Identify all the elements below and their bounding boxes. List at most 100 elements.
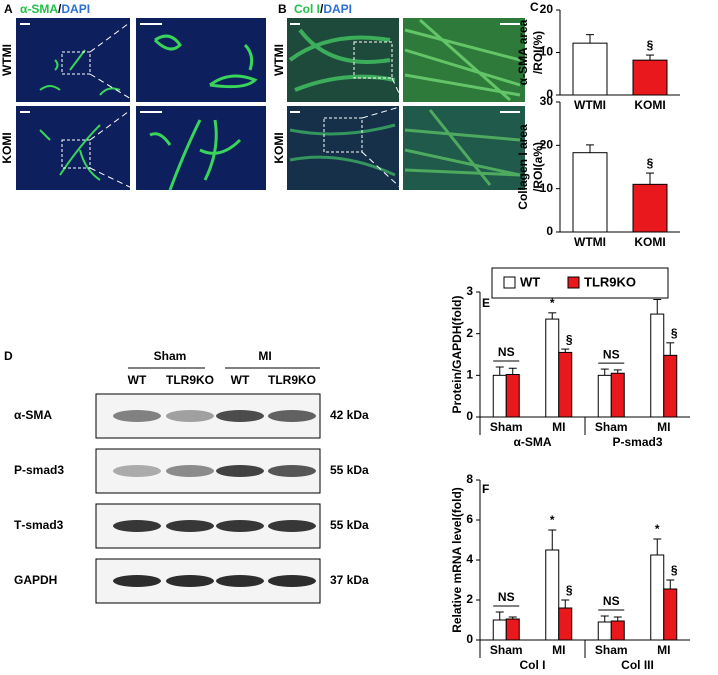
y-tick-label: 8 bbox=[466, 472, 473, 486]
legend-swatch bbox=[567, 276, 580, 289]
y-tick-label: 20 bbox=[540, 138, 554, 152]
annotation: § bbox=[566, 583, 573, 597]
bar bbox=[545, 318, 560, 418]
x-tick-label: MI bbox=[657, 420, 670, 434]
y-tick-label: 30 bbox=[540, 94, 554, 108]
legend-label: TLR9KO bbox=[584, 274, 636, 289]
group-label: Col III bbox=[621, 658, 654, 672]
y-tick-label: 1 bbox=[466, 368, 473, 382]
y-tick-label: 0 bbox=[546, 87, 553, 101]
group-label: Sham bbox=[154, 349, 187, 363]
x-tick-label: MI bbox=[552, 643, 565, 657]
annotation: § bbox=[566, 332, 573, 346]
row-label: KOMI bbox=[0, 132, 14, 163]
blot-label: α-SMA bbox=[14, 408, 52, 422]
panel-title: α-SMA/DAPI bbox=[20, 2, 90, 16]
blot-size: 37 kDa bbox=[330, 573, 369, 587]
lane-label: WT bbox=[231, 373, 250, 387]
blot-band bbox=[216, 410, 264, 422]
bar bbox=[492, 619, 507, 641]
bar bbox=[558, 351, 573, 418]
bar bbox=[632, 59, 668, 96]
x-tick-label: MI bbox=[552, 420, 565, 434]
blot-size: 42 kDa bbox=[330, 408, 369, 422]
blot-band bbox=[268, 410, 316, 422]
x-tick-label: Sham bbox=[595, 643, 628, 657]
blot-label: Т-smad3 bbox=[14, 518, 64, 532]
annotation: § bbox=[671, 326, 678, 340]
bar bbox=[650, 554, 665, 641]
y-axis-label: α-SMA area bbox=[516, 19, 530, 85]
bar bbox=[572, 42, 608, 96]
x-tick-label: Sham bbox=[595, 420, 628, 434]
blot-label: P-smad3 bbox=[14, 463, 64, 477]
bar bbox=[632, 183, 668, 233]
bar bbox=[663, 588, 678, 641]
lane-label: WT bbox=[128, 373, 147, 387]
bar bbox=[558, 607, 573, 641]
bar bbox=[597, 621, 612, 641]
y-tick-label: 0 bbox=[466, 409, 473, 423]
group-label: α-SMA bbox=[513, 435, 551, 449]
blot-band bbox=[113, 575, 161, 587]
x-tick-label: KOMI bbox=[634, 98, 665, 112]
y-axis-label: Protein/GAPDH(fold) bbox=[450, 296, 464, 414]
panel-label: E bbox=[482, 296, 490, 310]
x-tick-label: Sham bbox=[490, 643, 523, 657]
blot-size: 55 kDa bbox=[330, 463, 369, 477]
blot-band bbox=[166, 575, 214, 587]
blot-band bbox=[268, 520, 316, 532]
annotation: * bbox=[655, 522, 660, 536]
blot-band bbox=[268, 465, 316, 477]
blot-band bbox=[216, 465, 264, 477]
lane-label: TLR9KO bbox=[268, 373, 316, 387]
bar bbox=[610, 372, 625, 418]
lane-label: TLR9KO bbox=[166, 373, 214, 387]
blot-band bbox=[113, 410, 161, 422]
row-label: WTMI bbox=[0, 44, 14, 76]
panel-label: B bbox=[278, 2, 287, 16]
blot-band bbox=[216, 575, 264, 587]
blot-band bbox=[166, 465, 214, 477]
bar bbox=[610, 620, 625, 641]
annotation: § bbox=[647, 38, 654, 52]
x-tick-label: WTMI bbox=[574, 235, 606, 249]
bar bbox=[572, 152, 608, 233]
y-tick-label: 2 bbox=[466, 592, 473, 606]
y-tick-label: 4 bbox=[466, 552, 473, 566]
annotation: NS bbox=[498, 590, 515, 604]
blot-band bbox=[166, 520, 214, 532]
legend-label: WT bbox=[520, 274, 540, 289]
blot-band bbox=[113, 465, 161, 477]
row-label: WTMI bbox=[272, 44, 286, 76]
y-tick-label: 3 bbox=[466, 284, 473, 298]
blot-band bbox=[113, 520, 161, 532]
bar bbox=[505, 374, 520, 418]
legend-swatch bbox=[503, 276, 516, 289]
y-tick-label: 10 bbox=[540, 181, 554, 195]
group-label: Col I bbox=[520, 658, 546, 672]
bar bbox=[505, 618, 520, 641]
panel-label: D bbox=[4, 349, 13, 363]
annotation: * bbox=[550, 513, 555, 527]
annotation: NS bbox=[603, 594, 620, 608]
micrographs bbox=[16, 17, 266, 191]
panel-label: F bbox=[482, 482, 489, 496]
panel-label: C bbox=[530, 0, 539, 14]
panel-title: Col I/DAPI bbox=[294, 2, 352, 16]
bar bbox=[663, 354, 678, 418]
blot-band bbox=[268, 575, 316, 587]
annotation: * bbox=[550, 296, 555, 310]
blot-label: GAPDH bbox=[14, 573, 57, 587]
x-tick-label: Sham bbox=[490, 420, 523, 434]
group-label: MI bbox=[258, 349, 271, 363]
y-tick-label: 6 bbox=[466, 512, 473, 526]
y-axis-label: /ROI(a%) bbox=[531, 142, 545, 192]
annotation: § bbox=[671, 563, 678, 577]
row-label: KOMI bbox=[272, 132, 286, 163]
y-tick-label: 0 bbox=[466, 632, 473, 646]
panel-label: A bbox=[4, 2, 13, 16]
x-tick-label: WTMI bbox=[574, 98, 606, 112]
y-axis-label: Relative mRNA level(fold) bbox=[450, 487, 464, 633]
bar bbox=[492, 374, 507, 418]
